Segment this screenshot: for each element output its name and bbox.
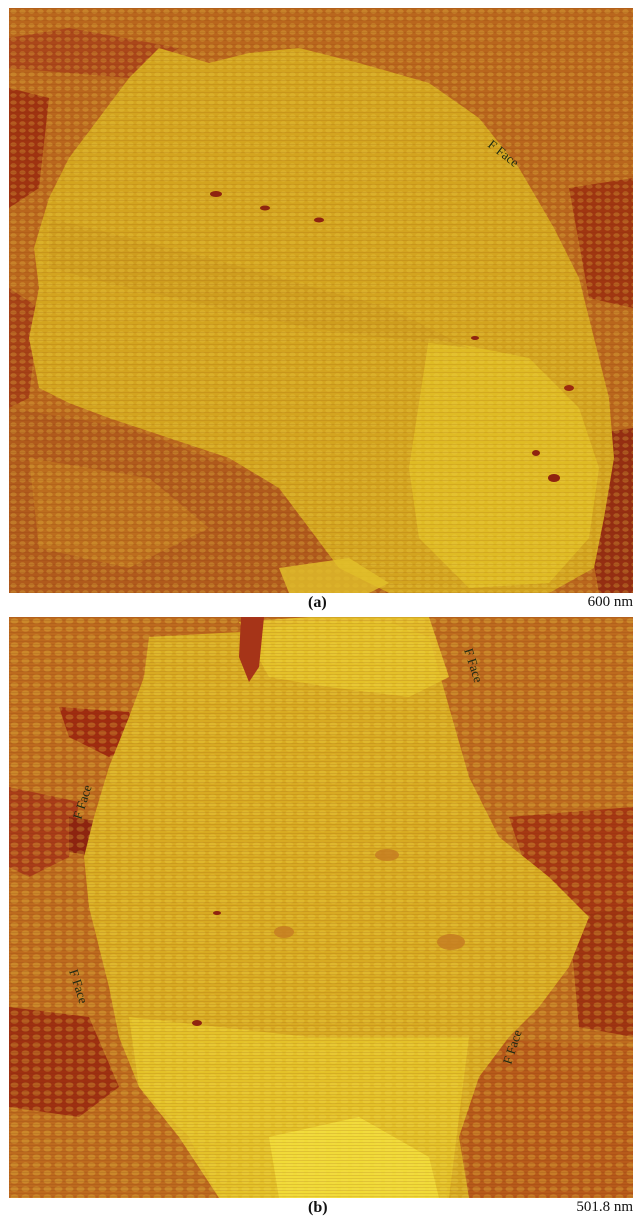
afm-height-map-b: F Face F Face F Face F Face <box>9 617 633 1198</box>
afm-image-panel-b: F Face F Face F Face F Face <box>9 617 633 1198</box>
defect <box>210 191 222 197</box>
scan-lines <box>9 8 633 593</box>
defect <box>192 1020 202 1026</box>
defect <box>471 336 479 340</box>
defect <box>548 474 560 482</box>
scale-label-a: 600 nm <box>587 594 633 610</box>
panel-label-b: (b) <box>308 1199 328 1216</box>
defect <box>564 385 574 391</box>
afm-image-panel-a: F Face <box>9 8 633 593</box>
defect <box>314 217 324 223</box>
defect <box>437 934 465 950</box>
defect <box>260 205 270 211</box>
afm-height-map-a: F Face <box>9 8 633 593</box>
defect <box>375 849 399 861</box>
panel-label-a: (a) <box>308 594 327 611</box>
bright-fragment <box>279 558 389 593</box>
defect <box>274 926 294 938</box>
defect <box>532 450 540 456</box>
dark-fissure <box>239 617 264 682</box>
scan-lines <box>9 617 633 1198</box>
defect <box>213 911 221 915</box>
scale-label-b: 501.8 nm <box>576 1199 633 1215</box>
